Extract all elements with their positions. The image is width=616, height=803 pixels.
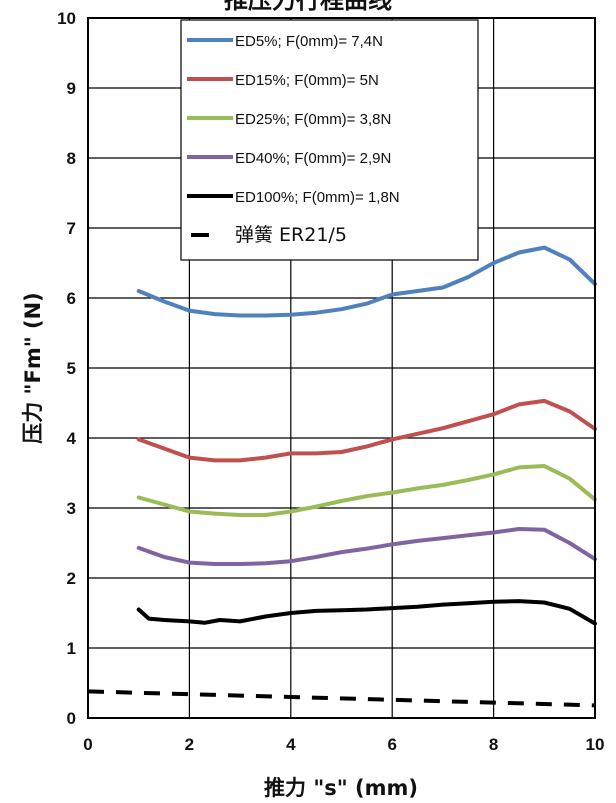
series-line-4 bbox=[136, 599, 597, 626]
x-tick-label-4: 8 bbox=[489, 735, 498, 754]
y-tick-label-3: 3 bbox=[67, 499, 76, 518]
chart-title: 推压力行程曲线 bbox=[224, 0, 392, 14]
y-tick-label-6: 6 bbox=[67, 289, 76, 308]
legend-label-2: ED25%; F(0mm)= 3,8N bbox=[235, 111, 391, 128]
series-lines bbox=[87, 245, 597, 708]
series-line-0 bbox=[136, 245, 597, 318]
x-tick-label-0: 0 bbox=[83, 735, 92, 754]
y-tick-label-9: 9 bbox=[67, 79, 76, 98]
y-tick-label-10: 10 bbox=[57, 9, 76, 28]
x-tick-label-1: 2 bbox=[185, 735, 194, 754]
series-line-1 bbox=[136, 398, 597, 463]
y-tick-label-2: 2 bbox=[67, 569, 76, 588]
y-tick-label-1: 1 bbox=[67, 639, 76, 658]
x-tick-label-2: 4 bbox=[286, 735, 296, 754]
y-tick-label-0: 0 bbox=[67, 709, 76, 728]
y-tick-label-7: 7 bbox=[67, 219, 76, 238]
legend-label-5: 弹簧 ER21/5 bbox=[235, 224, 347, 246]
series-line-2 bbox=[136, 464, 597, 517]
tick-labels: 0 2 4 6 8 10 0 1 2 3 4 5 6 7 8 9 10 bbox=[57, 9, 604, 754]
x-axis-title: 推力 "s" (mm) bbox=[264, 776, 418, 800]
y-axis-title: 压力 "Fm" (N) bbox=[21, 292, 45, 444]
legend-label-3: ED40%; F(0mm)= 2,9N bbox=[235, 150, 391, 167]
series-line-3 bbox=[136, 527, 597, 566]
series-line-5 bbox=[87, 689, 596, 708]
y-tick-label-5: 5 bbox=[67, 359, 76, 378]
y-tick-label-8: 8 bbox=[67, 149, 76, 168]
legend-label-0: ED5%; F(0mm)= 7,4N bbox=[235, 33, 383, 50]
x-tick-label-3: 6 bbox=[387, 735, 396, 754]
legend-label-4: ED100%; F(0mm)= 1,8N bbox=[235, 189, 400, 206]
plot-frame bbox=[87, 17, 596, 719]
legend-label-1: ED15%; F(0mm)= 5N bbox=[235, 72, 379, 89]
legend-box bbox=[180, 19, 479, 261]
y-tick-label-4: 4 bbox=[67, 429, 77, 448]
x-tick-label-5: 10 bbox=[586, 735, 605, 754]
legend: ED5%; F(0mm)= 7,4N ED15%; F(0mm)= 5N ED25%… bbox=[180, 19, 479, 261]
